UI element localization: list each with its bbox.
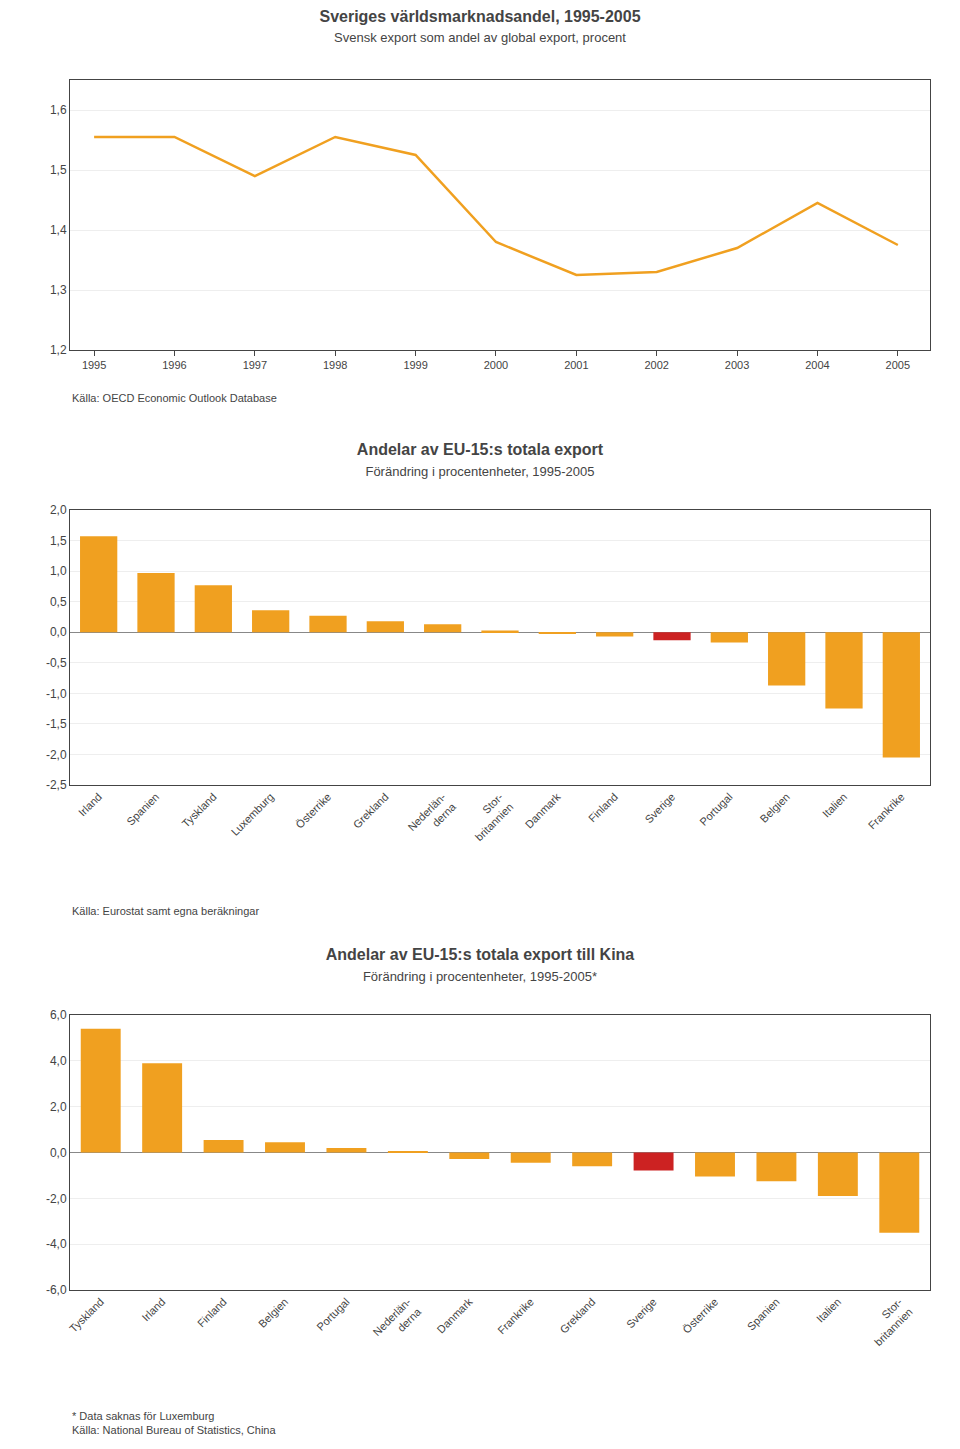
svg-text:Stor-britannien: Stor-britannien <box>862 1295 915 1348</box>
svg-text:Sverige: Sverige <box>624 1296 659 1331</box>
svg-text:Stor-britannien: Stor-britannien <box>463 790 516 843</box>
svg-text:Portugal: Portugal <box>314 1296 351 1333</box>
svg-text:Danmark: Danmark <box>435 1295 475 1335</box>
svg-text:1998: 1998 <box>323 359 347 371</box>
svg-text:Andelar av EU-15:s totala expo: Andelar av EU-15:s totala exportFörändri… <box>357 441 604 479</box>
svg-text:1,0: 1,0 <box>50 564 67 578</box>
svg-text:1996: 1996 <box>162 359 186 371</box>
svg-text:Sverige: Sverige <box>642 791 677 826</box>
svg-text:Italien: Italien <box>820 791 849 820</box>
svg-text:Frankrike: Frankrike <box>495 1296 536 1337</box>
svg-text:4,0: 4,0 <box>50 1054 67 1068</box>
svg-text:-1,0: -1,0 <box>46 687 67 701</box>
svg-text:Sveriges världsmarknadsandel,: Sveriges världsmarknadsandel, 1995-2005S… <box>319 8 640 46</box>
svg-text:-1,5: -1,5 <box>46 717 67 731</box>
svg-text:Grekland: Grekland <box>557 1296 597 1336</box>
svg-text:1999: 1999 <box>403 359 427 371</box>
svg-text:2004: 2004 <box>805 359 829 371</box>
svg-text:Portugal: Portugal <box>697 791 734 828</box>
svg-text:Danmark: Danmark <box>523 790 563 830</box>
svg-text:1997: 1997 <box>243 359 267 371</box>
svg-text:Källa: OECD Economic Outlook D: Källa: OECD Economic Outlook Database <box>72 392 277 404</box>
svg-text:Belgien: Belgien <box>256 1296 290 1330</box>
svg-text:Irland: Irland <box>76 791 104 819</box>
svg-text:-6,0: -6,0 <box>46 1283 67 1297</box>
svg-text:Belgien: Belgien <box>758 791 792 825</box>
svg-text:Nederlän-derna: Nederlän-derna <box>371 1295 424 1348</box>
svg-text:Spanien: Spanien <box>124 791 161 828</box>
svg-text:* Data saknas för LuxemburgKäl: * Data saknas för LuxemburgKälla: Nation… <box>72 1410 276 1436</box>
svg-text:Österrike: Österrike <box>680 1296 720 1336</box>
svg-text:1,6: 1,6 <box>50 103 67 117</box>
svg-text:1995: 1995 <box>82 359 106 371</box>
svg-text:0,5: 0,5 <box>50 595 67 609</box>
svg-text:Frankrike: Frankrike <box>866 791 907 832</box>
svg-text:Finland: Finland <box>586 791 620 825</box>
svg-text:1,2: 1,2 <box>50 343 67 357</box>
svg-text:Österrike: Österrike <box>293 791 333 831</box>
svg-text:2,0: 2,0 <box>50 1100 67 1114</box>
svg-text:0,0: 0,0 <box>50 625 67 639</box>
svg-text:-2,5: -2,5 <box>46 778 67 792</box>
svg-text:Grekland: Grekland <box>351 791 391 831</box>
svg-text:Spanien: Spanien <box>745 1296 782 1333</box>
svg-text:Andelar av EU-15:s totala expo: Andelar av EU-15:s totala export till Ki… <box>326 946 635 984</box>
svg-text:1,5: 1,5 <box>50 163 67 177</box>
svg-text:Nederlän-derna: Nederlän-derna <box>405 790 458 843</box>
svg-text:Finland: Finland <box>195 1296 229 1330</box>
svg-text:Källa: Eurostat samt egna berä: Källa: Eurostat samt egna beräkningar <box>72 905 259 917</box>
svg-text:Luxemburg: Luxemburg <box>229 791 276 838</box>
svg-text:Irland: Irland <box>139 1296 167 1324</box>
svg-text:2005: 2005 <box>886 359 910 371</box>
svg-text:1,3: 1,3 <box>50 283 67 297</box>
svg-text:2003: 2003 <box>725 359 749 371</box>
svg-text:Italien: Italien <box>814 1296 843 1325</box>
svg-text:2000: 2000 <box>484 359 508 371</box>
svg-text:-2,0: -2,0 <box>46 748 67 762</box>
svg-text:2,0: 2,0 <box>50 503 67 517</box>
svg-text:1,5: 1,5 <box>50 534 67 548</box>
svg-text:-4,0: -4,0 <box>46 1237 67 1251</box>
svg-text:-0,5: -0,5 <box>46 656 67 670</box>
svg-text:2002: 2002 <box>644 359 668 371</box>
svg-text:Tyskland: Tyskland <box>67 1296 106 1335</box>
svg-text:-2,0: -2,0 <box>46 1192 67 1206</box>
svg-text:Tyskland: Tyskland <box>179 791 218 830</box>
svg-text:0,0: 0,0 <box>50 1146 67 1160</box>
svg-text:2001: 2001 <box>564 359 588 371</box>
svg-text:1,4: 1,4 <box>50 223 67 237</box>
svg-text:6,0: 6,0 <box>50 1008 67 1022</box>
